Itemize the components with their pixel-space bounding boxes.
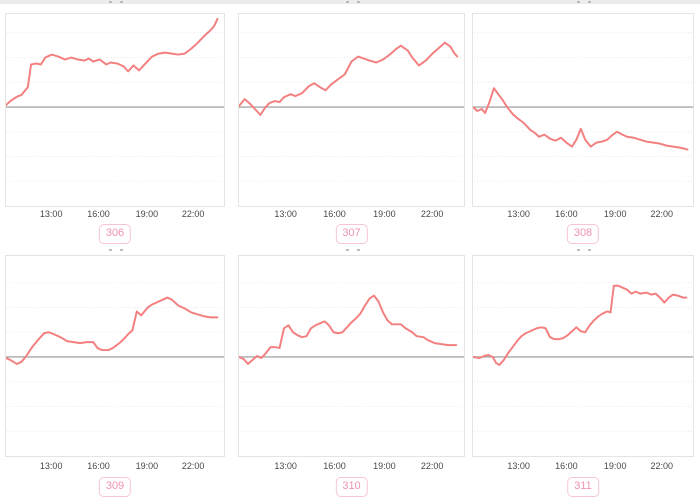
series-line-308 [473, 87, 689, 151]
chart-panel-311 [472, 255, 694, 457]
cropped-title-fragment [345, 1, 349, 3]
x-tick-label: 22:00 [650, 461, 674, 471]
x-tick-label: 19:00 [373, 209, 396, 219]
cropped-title-fragment [109, 1, 112, 3]
x-tick-label: 13:00 [39, 209, 63, 219]
chart-panel-306 [5, 13, 225, 207]
x-tick-label: 22:00 [420, 461, 444, 471]
cropped-title-fragment [577, 249, 580, 251]
x-tick-label: 16:00 [555, 209, 578, 219]
series-line-306 [6, 17, 219, 107]
series-line-307 [239, 41, 459, 116]
cropped-title-fragment [356, 1, 360, 3]
cropped-header-strip [0, 0, 700, 4]
x-tick-label: 22:00 [181, 209, 205, 219]
cropped-title-fragment [577, 1, 580, 3]
x-tick-label: 16:00 [323, 209, 346, 219]
chart-canvas-306 [6, 17, 224, 182]
cropped-title-fragment [588, 1, 591, 3]
x-tick-label: 16:00 [87, 209, 110, 219]
chart-badge-311[interactable]: 311 [567, 477, 599, 497]
x-tick-label: 16:00 [87, 461, 110, 471]
chart-badge-308[interactable]: 308 [566, 224, 600, 244]
x-tick-label: 19:00 [603, 461, 627, 471]
chart-badge-307[interactable]: 307 [335, 224, 368, 244]
chart-panel-308 [472, 13, 694, 207]
x-tick-label: 22:00 [181, 461, 205, 471]
x-tick-label: 19:00 [135, 209, 159, 219]
x-tick-label: 22:00 [650, 209, 674, 219]
cropped-title-fragment [356, 249, 360, 251]
chart-canvas-310 [239, 282, 464, 432]
chart-canvas-309 [6, 282, 224, 432]
x-tick-label: 19:00 [373, 461, 396, 471]
series-line-309 [6, 296, 219, 365]
cropped-title-fragment [109, 249, 112, 251]
x-tick-label: 19:00 [135, 461, 159, 471]
cropped-title-fragment [120, 1, 123, 3]
chart-canvas-308 [473, 32, 693, 182]
x-tick-label: 19:00 [603, 209, 627, 219]
cropped-title-fragment [345, 249, 349, 251]
chart-panel-310 [238, 255, 465, 457]
x-tick-label: 13:00 [507, 209, 530, 219]
chart-canvas-311 [473, 282, 693, 432]
x-tick-label: 13:00 [274, 209, 297, 219]
x-tick-label: 13:00 [507, 461, 530, 471]
chart-panel-309 [5, 255, 225, 457]
chart-badge-310[interactable]: 310 [335, 477, 368, 497]
x-tick-label: 16:00 [555, 461, 578, 471]
chart-badge-306[interactable]: 306 [98, 224, 132, 244]
cropped-title-fragment [120, 249, 123, 251]
series-line-310 [239, 294, 458, 365]
cropped-title-fragment [588, 249, 591, 251]
x-tick-label: 16:00 [323, 461, 346, 471]
x-tick-label: 13:00 [274, 461, 297, 471]
chart-panel-307 [238, 13, 465, 207]
chart-canvas-307 [239, 32, 464, 182]
series-line-311 [473, 284, 688, 366]
x-tick-label: 22:00 [420, 209, 444, 219]
chart-badge-309[interactable]: 309 [98, 477, 132, 497]
x-tick-label: 13:00 [39, 461, 63, 471]
